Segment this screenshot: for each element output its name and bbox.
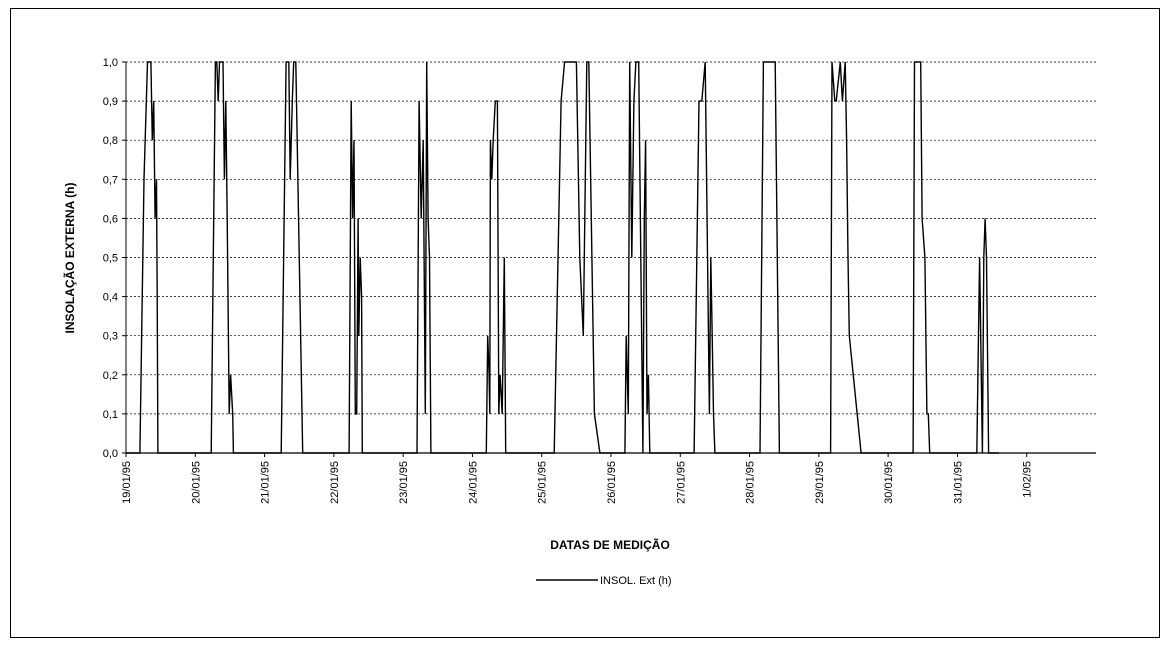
y-axis-title: INSOLAÇÃO EXTERNA (h) — [62, 183, 77, 334]
y-tick-label: 0,9 — [103, 96, 118, 108]
x-tick-label: 29/01/95 — [814, 461, 826, 504]
x-tick-label: 26/01/95 — [606, 461, 618, 504]
x-tick-label: 19/01/95 — [121, 461, 133, 504]
y-tick-label: 0,7 — [103, 174, 118, 186]
gridlines — [126, 61, 1096, 415]
y-tick-label: 0,2 — [103, 370, 118, 382]
x-tick-label: 23/01/95 — [398, 461, 410, 504]
y-tick-label: 1,0 — [103, 57, 118, 69]
series-layer — [126, 61, 999, 454]
x-tick-label: 22/01/95 — [329, 461, 341, 504]
y-tick-label: 0,1 — [103, 409, 118, 421]
x-tick-label: 1/02/95 — [1022, 461, 1034, 498]
legend: INSOL. Ext (h) — [536, 575, 672, 587]
axes — [122, 61, 1096, 457]
x-tick-label: 24/01/95 — [467, 461, 479, 504]
y-tick-label: 0,5 — [103, 253, 118, 265]
x-tick-label: 25/01/95 — [537, 461, 549, 504]
chart-frame — [10, 8, 1160, 638]
x-tick-label: 21/01/95 — [260, 461, 272, 504]
x-axis-title: DATAS DE MEDIÇÃO — [550, 537, 670, 552]
x-tick-labels: 19/01/95 20/01/95 21/01/95 22/01/95 23/01/95… — [121, 461, 1034, 504]
y-tick-label: 0,0 — [103, 448, 118, 460]
x-tick-label: 20/01/95 — [190, 461, 202, 504]
y-tick-label: 0,3 — [103, 331, 118, 343]
series-line — [126, 61, 999, 454]
x-tick-label: 31/01/95 — [952, 461, 964, 504]
x-tick-label: 27/01/95 — [675, 461, 687, 504]
y-tick-label: 0,8 — [103, 135, 118, 147]
y-tick-label: 0,4 — [103, 292, 118, 304]
x-tick-label: 28/01/95 — [745, 461, 757, 504]
y-tick-labels: 0,0 0,1 0,2 0,3 0,4 0,5 0,6 0,7 0,8 0,9 1,0 — [103, 57, 118, 460]
y-tick-label: 0,6 — [103, 213, 118, 225]
x-tick-label: 30/01/95 — [883, 461, 895, 504]
legend-label: INSOL. Ext (h) — [600, 575, 672, 587]
